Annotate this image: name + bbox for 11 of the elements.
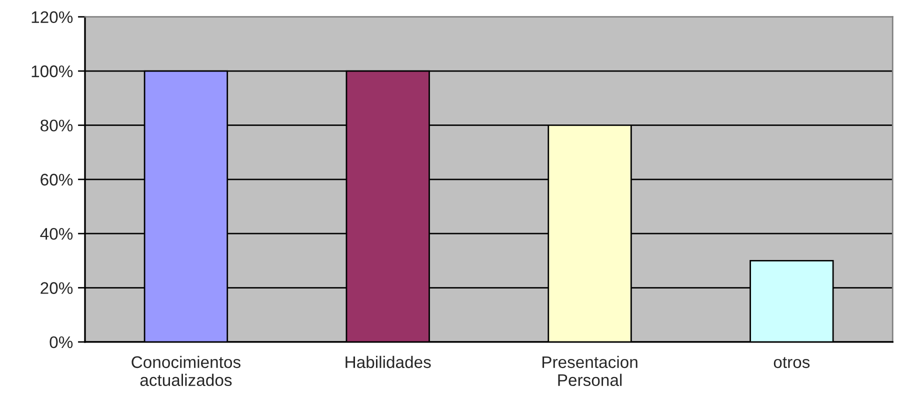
x-tick-label: Conocimientos actualizados [132,356,240,386]
y-tick-label: 60% [40,174,73,186]
x-tick-label: Presentacion Personal [542,356,638,386]
y-tick-label: 120% [32,11,73,24]
y-tick-label: 100% [32,65,73,78]
y-tick-label: 0% [50,336,73,348]
y-tick-label: 80% [40,120,73,132]
y-tick-label: 40% [40,228,73,240]
x-tick-label: otros [774,357,810,368]
x-tick-label: Habilidades [346,356,431,368]
y-tick-label: 20% [40,282,73,294]
